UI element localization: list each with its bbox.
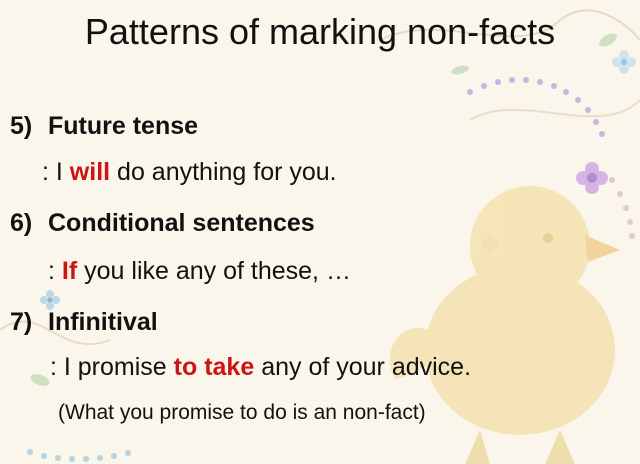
item-heading-text: Future tense [48,112,199,140]
swirl-decoration [379,9,640,41]
footnote: (What you promise to do is an non-fact) [58,401,426,424]
swirl-decoration [469,99,640,121]
dotted-arc-decoration [467,77,605,137]
item-number: 6) [10,209,33,237]
flower-decoration [576,162,608,194]
item-heading-future-tense: 5) Future tense [10,110,198,142]
dotted-arc-decoration [27,449,131,462]
swirl-decoration [0,320,111,346]
slide-title: Patterns of marking non-facts [84,11,556,52]
example-suffix: you like any of these, … [77,257,351,285]
flower-decoration [612,50,636,74]
example-infinitival: : I promise to take any of your advice. [50,351,471,383]
item-number: 7) [10,308,33,336]
example-prefix: : [48,257,62,285]
example-prefix: : I promise [50,353,174,381]
leaf-decoration [30,33,618,386]
bird-silhouette [389,186,620,464]
example-suffix: do anything for you. [110,158,337,186]
example-suffix: any of your advice. [254,353,472,381]
item-heading-conditional-sentences: 6) Conditional sentences [10,207,315,239]
bird-eye [543,233,553,243]
example-conditional-sentences: : If you like any of these, … [48,255,351,287]
item-heading-text: Conditional sentences [48,209,315,237]
example-highlight: If [61,257,78,285]
example-future-tense: : I will do anything for you. [42,156,337,188]
example-prefix: : I [42,158,70,186]
example-highlight: to take [173,353,255,381]
item-heading-text: Infinitival [48,308,158,336]
dotted-arc-decoration [609,177,635,239]
item-heading-infinitival: 7) Infinitival [10,306,158,338]
flower-decoration [40,290,60,310]
item-number: 5) [10,112,33,140]
example-highlight: will [69,158,111,186]
